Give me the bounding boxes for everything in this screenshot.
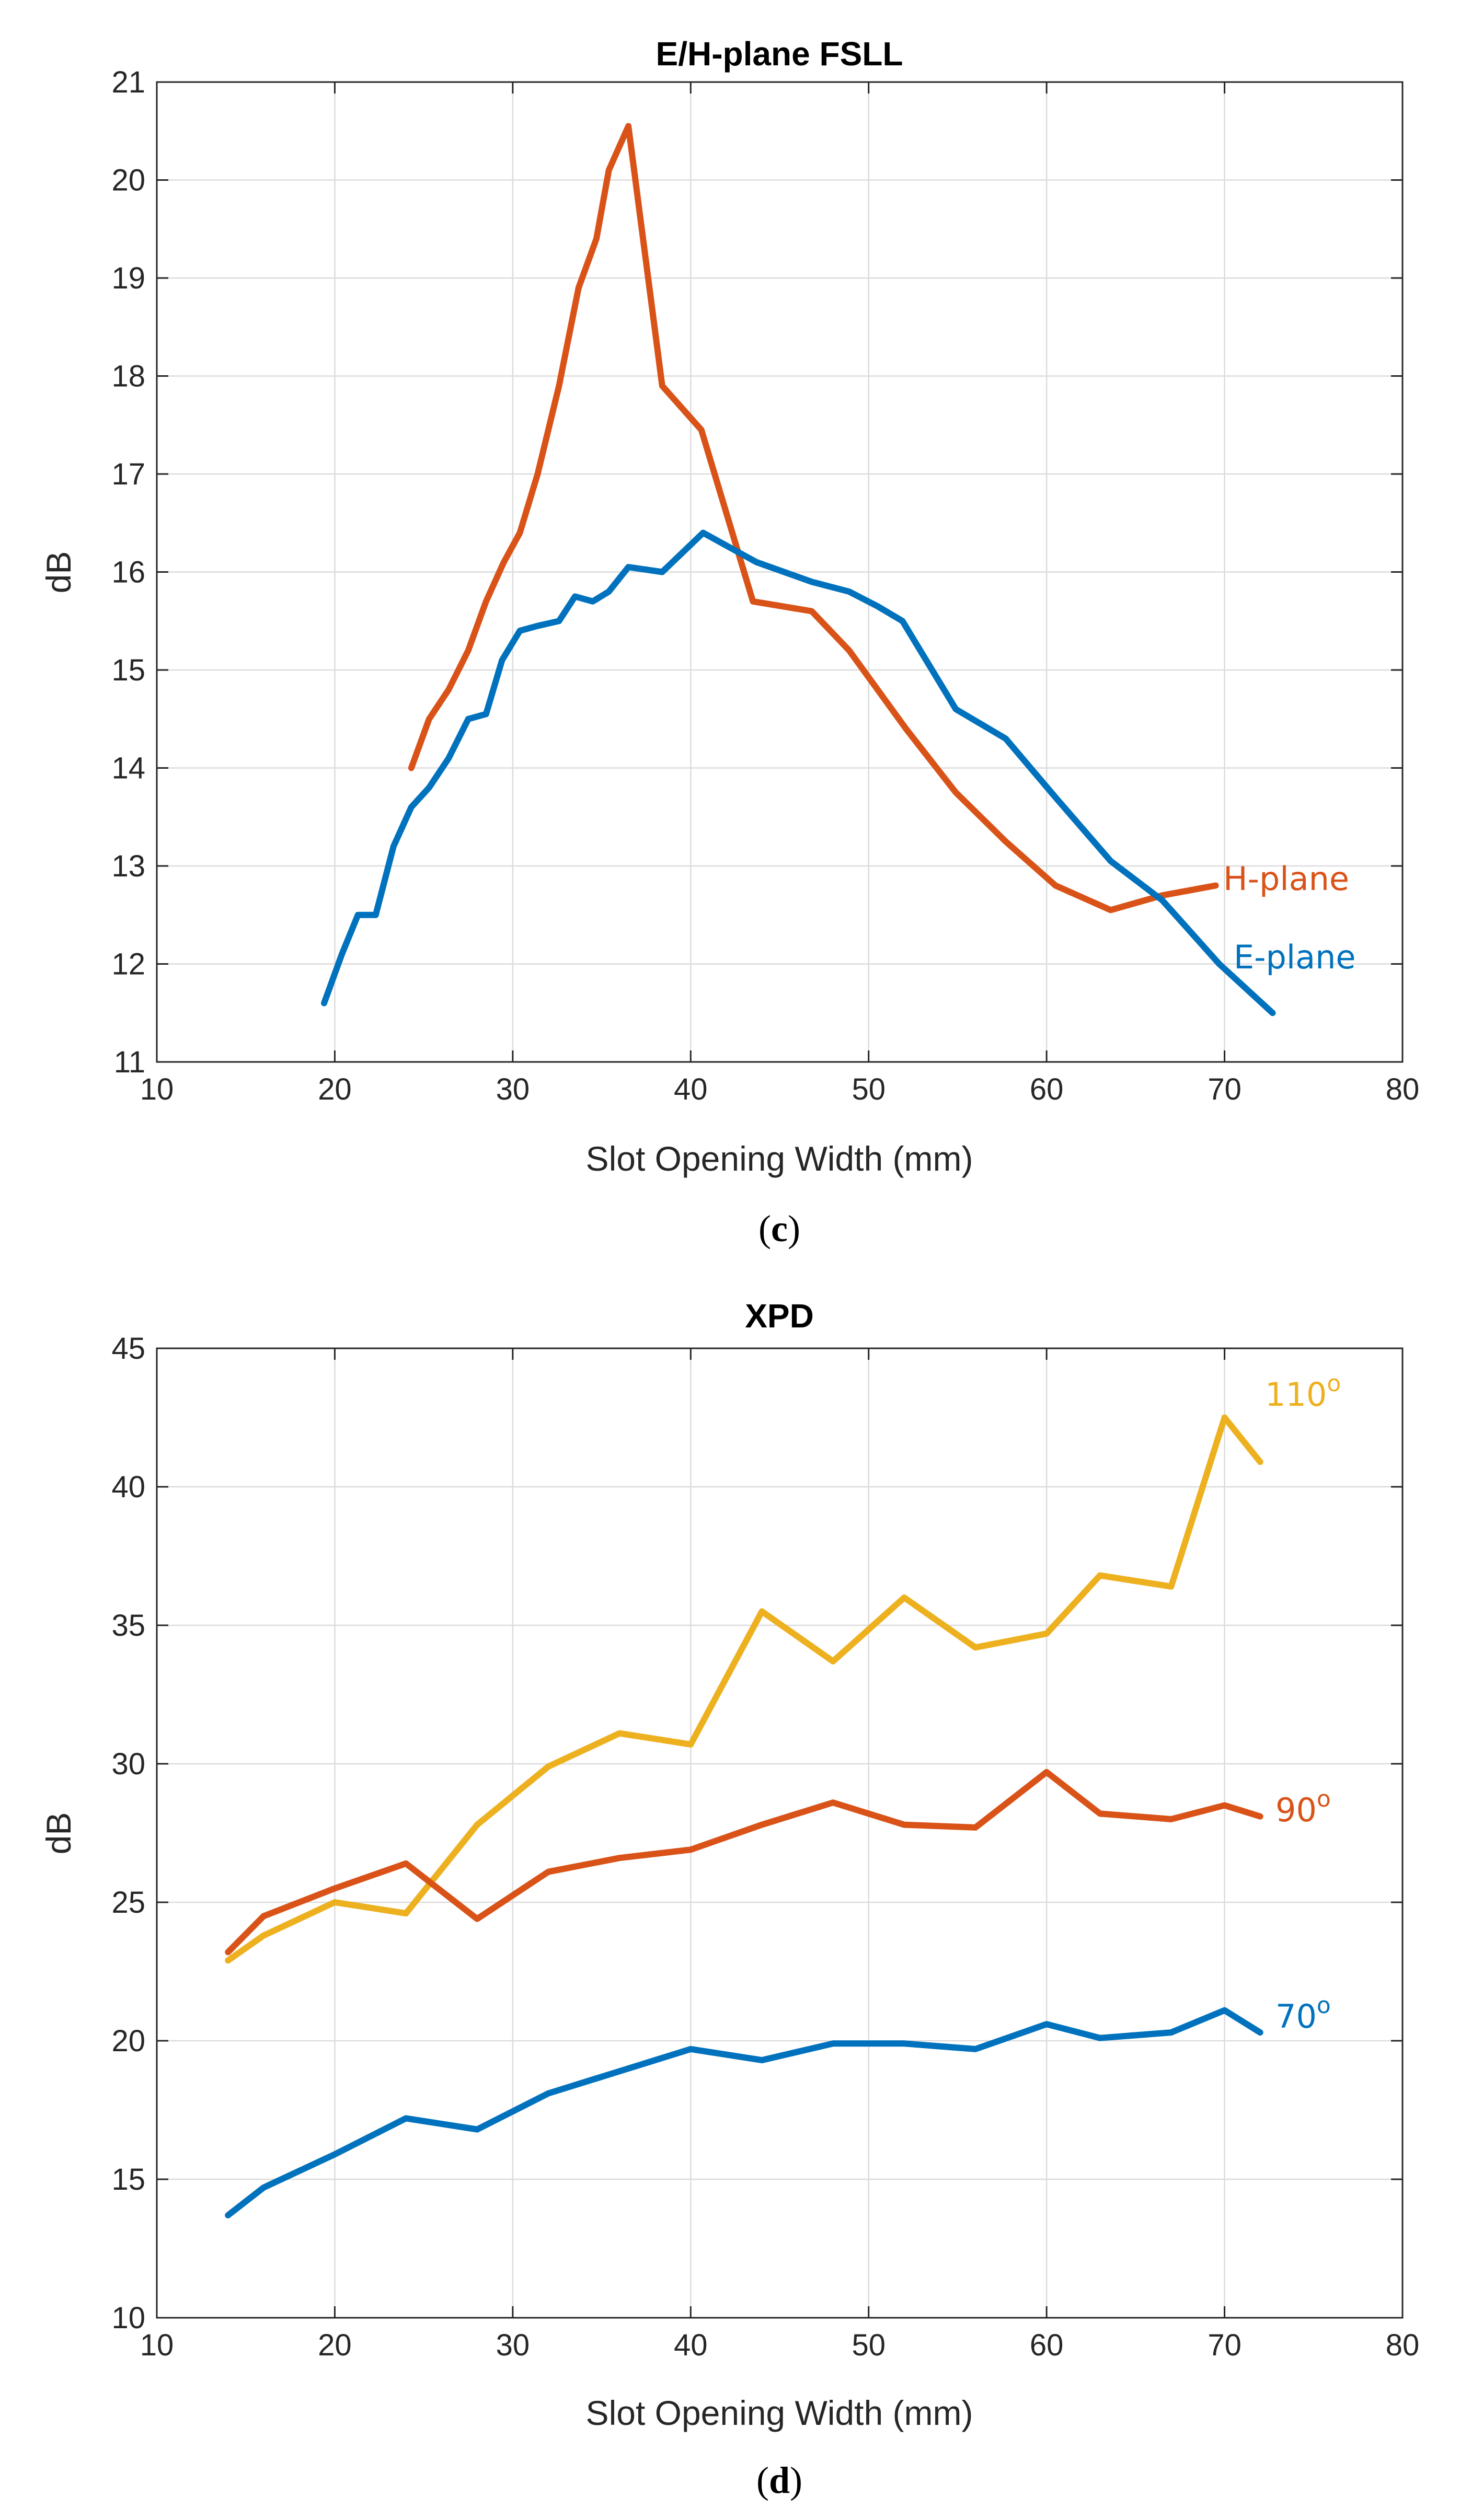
tick-label-x: 30 <box>496 1072 530 1106</box>
tick-label-y: 40 <box>111 1470 145 1504</box>
tick-label-y: 30 <box>111 1747 145 1781</box>
tick-label-x: 10 <box>140 1072 174 1106</box>
series-label-90-value: 90 <box>1275 1791 1317 1829</box>
tick-label-y: 35 <box>111 1609 145 1643</box>
plot-frame-xpd <box>156 1347 1404 2319</box>
tick-label-y: 12 <box>111 947 145 981</box>
caption-d-letter: d <box>769 2459 790 2501</box>
caption-c-letter: c <box>771 1208 788 1250</box>
series-line-90o <box>225 1768 1263 1956</box>
series-label-70-sup: o <box>1317 1992 1331 2019</box>
series-label-70-value: 70 <box>1275 1997 1317 2036</box>
y-axis-label-fsll: dB <box>39 551 78 594</box>
tick-label-x: 50 <box>852 2328 886 2362</box>
caption-c-open: ( <box>758 1208 771 1250</box>
series-label-90-sup: o <box>1317 1786 1331 1812</box>
tick-label-y: 17 <box>111 457 145 491</box>
tick-label-y: 11 <box>114 1045 145 1079</box>
tick-label-x: 70 <box>1208 2328 1241 2362</box>
chart-xpd: 10 20 30 40 50 60 70 80 10 15 20 25 30 35 40 45 XPD Slo… <box>39 1297 1419 2501</box>
grid-xpd <box>156 1347 1404 2319</box>
tick-label-x: 60 <box>1030 1072 1064 1106</box>
tick-label-y: 19 <box>111 261 145 295</box>
tick-label-y: 14 <box>111 752 145 785</box>
tick-label-y: 25 <box>111 1886 145 1920</box>
tick-label-y: 18 <box>111 360 145 394</box>
series-label-70: 70o <box>1275 1992 1331 2036</box>
caption-c: (c) <box>758 1208 800 1250</box>
tick-label-y: 15 <box>111 653 145 687</box>
caption-d-open: ( <box>756 2459 769 2501</box>
tick-label-x: 40 <box>674 2328 708 2362</box>
x-axis-label-fsll: Slot Opening Width (mm) <box>586 1139 973 1178</box>
tick-label-x: 10 <box>140 2328 174 2362</box>
series-line-e-plane <box>321 529 1276 1016</box>
series-label-90: 90o <box>1275 1786 1331 1829</box>
tick-label-x: 40 <box>674 1072 708 1106</box>
tick-label-y: 45 <box>111 1332 145 1366</box>
tick-label-y: 13 <box>111 849 145 883</box>
caption-c-close: ) <box>788 1208 800 1250</box>
series-label-h-plane: H-plane <box>1223 860 1349 898</box>
series-line-h-plane <box>408 123 1219 914</box>
series-line-70o <box>225 2007 1263 2218</box>
tick-label-y: 21 <box>111 65 145 99</box>
series-fsll <box>321 123 1276 1016</box>
chart-title-xpd: XPD <box>745 1297 814 1335</box>
y-axis-label-xpd: dB <box>39 1812 78 1855</box>
tick-label-x: 70 <box>1208 1072 1241 1106</box>
series-label-110: 110o <box>1265 1370 1341 1414</box>
chart-title-fsll: E/H-plane FSLL <box>656 35 903 73</box>
tick-label-y: 15 <box>111 2163 145 2197</box>
tick-label-x: 30 <box>496 2328 530 2362</box>
tick-label-y: 20 <box>111 164 145 198</box>
tick-label-x: 50 <box>852 1072 886 1106</box>
tick-label-y: 16 <box>111 556 145 589</box>
ticks-xpd: 10 20 30 40 50 60 70 80 10 15 20 25 30 35 40 45 <box>111 1332 1419 2362</box>
x-axis-label-xpd: Slot Opening Width (mm) <box>586 2394 973 2432</box>
tick-label-x: 80 <box>1386 2328 1420 2362</box>
tick-label-x: 60 <box>1030 2328 1064 2362</box>
series-label-110-value: 110 <box>1265 1375 1327 1414</box>
tick-label-x: 20 <box>318 2328 352 2362</box>
series-label-e-plane: E-plane <box>1234 938 1356 976</box>
tick-label-x: 20 <box>318 1072 352 1106</box>
series-line-110o <box>225 1414 1263 1964</box>
caption-d: (d) <box>756 2459 802 2501</box>
chart-fsll: 10 20 30 40 50 60 70 80 11 12 13 14 15 16 17 18 19 20 21 E… <box>39 35 1419 1250</box>
series-xpd <box>225 1414 1263 2218</box>
caption-d-close: ) <box>790 2459 802 2501</box>
tick-label-y: 10 <box>111 2301 145 2335</box>
series-label-110-sup: o <box>1327 1370 1341 1397</box>
ticks-fsll: 10 20 30 40 50 60 70 80 11 12 13 14 15 16 17 18 19 20 21 <box>111 65 1419 1106</box>
tick-label-y: 20 <box>111 2024 145 2058</box>
tick-label-x: 80 <box>1386 1072 1420 1106</box>
